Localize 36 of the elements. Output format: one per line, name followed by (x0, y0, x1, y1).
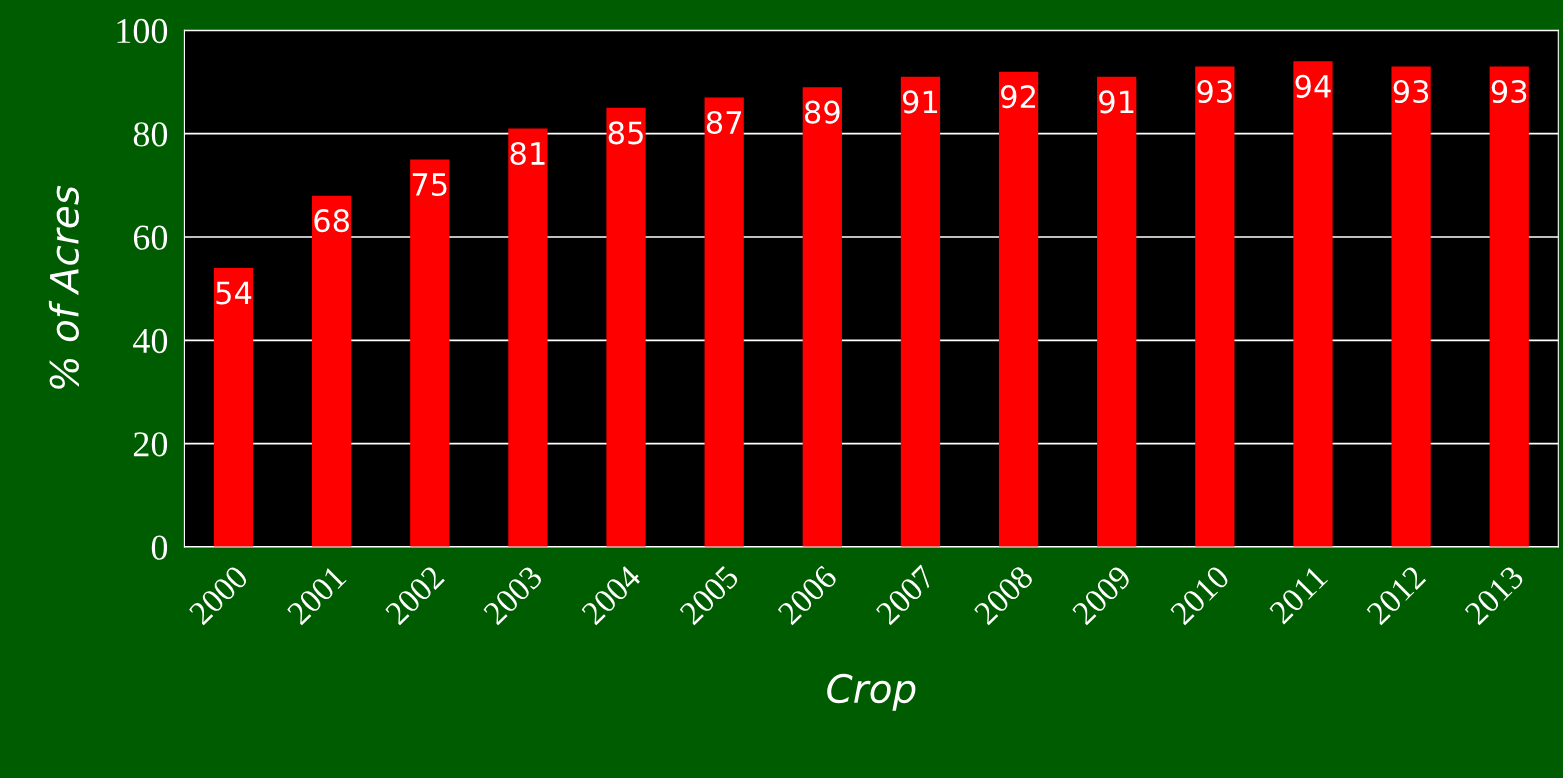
data-label: 85 (608, 121, 643, 145)
bar (802, 87, 842, 547)
bar (1293, 61, 1333, 547)
bar (704, 97, 744, 547)
y-tick-label: 60 (133, 225, 168, 250)
data-label: 93 (1197, 79, 1232, 104)
data-label: 87 (706, 110, 741, 135)
y-tick-label: 20 (133, 432, 168, 457)
bar (1195, 66, 1235, 547)
bar (1391, 66, 1431, 547)
data-label: 89 (804, 100, 840, 124)
bar (410, 159, 450, 547)
bar (1097, 76, 1137, 547)
data-label: 68 (314, 209, 349, 233)
y-tick-label: 40 (133, 328, 168, 354)
bar (606, 107, 646, 547)
y-tick-label: 80 (133, 122, 168, 147)
y-tick-label: 100 (117, 18, 168, 44)
data-label: 92 (1001, 85, 1035, 109)
bar (312, 195, 352, 547)
x-axis-title: Crop (827, 673, 916, 711)
bar (1489, 66, 1529, 547)
bar (508, 128, 548, 547)
data-label: 93 (1393, 79, 1429, 104)
data-label: 75 (412, 173, 447, 197)
data-label: 93 (1491, 79, 1527, 104)
data-label: 94 (1295, 74, 1331, 98)
data-label: 91 (1099, 90, 1134, 114)
data-label: 54 (216, 281, 252, 305)
bar (213, 267, 254, 547)
data-label: 81 (510, 141, 545, 166)
bar (998, 71, 1039, 547)
y-tick-label: 0 (151, 535, 168, 560)
bar (900, 76, 941, 547)
data-label: 91 (902, 90, 938, 114)
y-axis-title: % of Acres (48, 185, 79, 389)
